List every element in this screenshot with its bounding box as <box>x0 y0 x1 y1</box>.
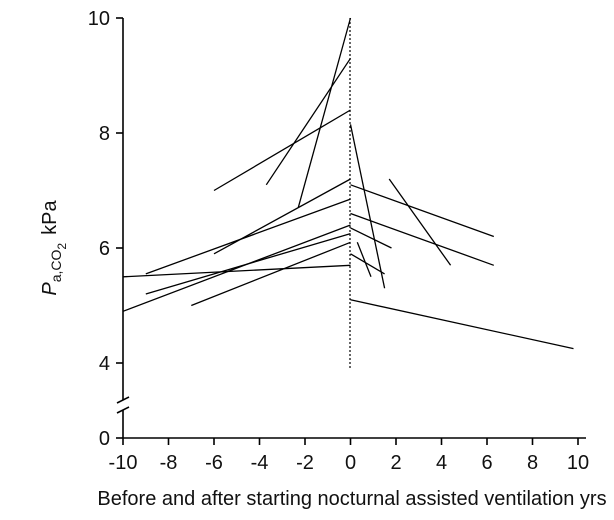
x-tick-label: 4 <box>436 452 447 474</box>
series-line-16 <box>350 253 385 275</box>
axes <box>116 18 586 439</box>
y-tick-label: 0 <box>99 428 110 450</box>
y-axis-title-sub1: a,CO <box>48 249 64 282</box>
series-line-7 <box>122 264 351 278</box>
x-tick-label: 2 <box>390 452 401 474</box>
y-axis-break-mark-upper <box>116 396 130 404</box>
series-line-2 <box>265 57 352 186</box>
series-line-17 <box>350 299 574 350</box>
series-line-6 <box>145 198 351 275</box>
y-tick-label: 8 <box>99 123 110 145</box>
series-line-4 <box>213 178 351 255</box>
x-tick-label: -10 <box>109 452 138 474</box>
y-tick-label: 10 <box>88 8 110 30</box>
y-axis-title-sub2: 2 <box>55 243 69 250</box>
series-line-1 <box>213 109 351 192</box>
x-tick-label: 6 <box>481 452 492 474</box>
series-line-10 <box>350 184 495 238</box>
x-tick-label: -4 <box>251 452 269 474</box>
x-tick-label: -8 <box>160 452 178 474</box>
y-axis-title-main: P <box>39 282 61 296</box>
y-axis-title-unit: kPa <box>39 200 61 235</box>
series-line-11 <box>350 212 495 266</box>
series-line-15 <box>356 242 372 278</box>
x-axis-title: Before and after starting nocturnal assi… <box>97 488 606 510</box>
x-tick-label: 8 <box>527 452 538 474</box>
x-tick-label: -2 <box>296 452 314 474</box>
series-line-8 <box>145 232 351 295</box>
ticks: -10 -8 -6 -4 -2 0 2 4 6 8 10 0 4 6 8 10 <box>88 8 589 474</box>
x-tick-label: 10 <box>567 452 589 474</box>
y-tick-label: 4 <box>99 353 110 375</box>
series-line-3 <box>297 17 352 208</box>
series-line-5 <box>122 224 351 312</box>
y-tick-label: 6 <box>99 238 110 260</box>
y-axis-title: Pa,CO2 kPa <box>39 200 69 296</box>
series-line-14 <box>349 124 386 289</box>
series-group <box>122 17 574 350</box>
x-tick-label: -6 <box>205 452 223 474</box>
y-axis-break-mark-lower <box>116 406 130 414</box>
series-line-12 <box>350 227 392 249</box>
x-tick-label: 0 <box>345 452 356 474</box>
series-line-13 <box>388 178 452 266</box>
series-line-9 <box>191 241 351 307</box>
